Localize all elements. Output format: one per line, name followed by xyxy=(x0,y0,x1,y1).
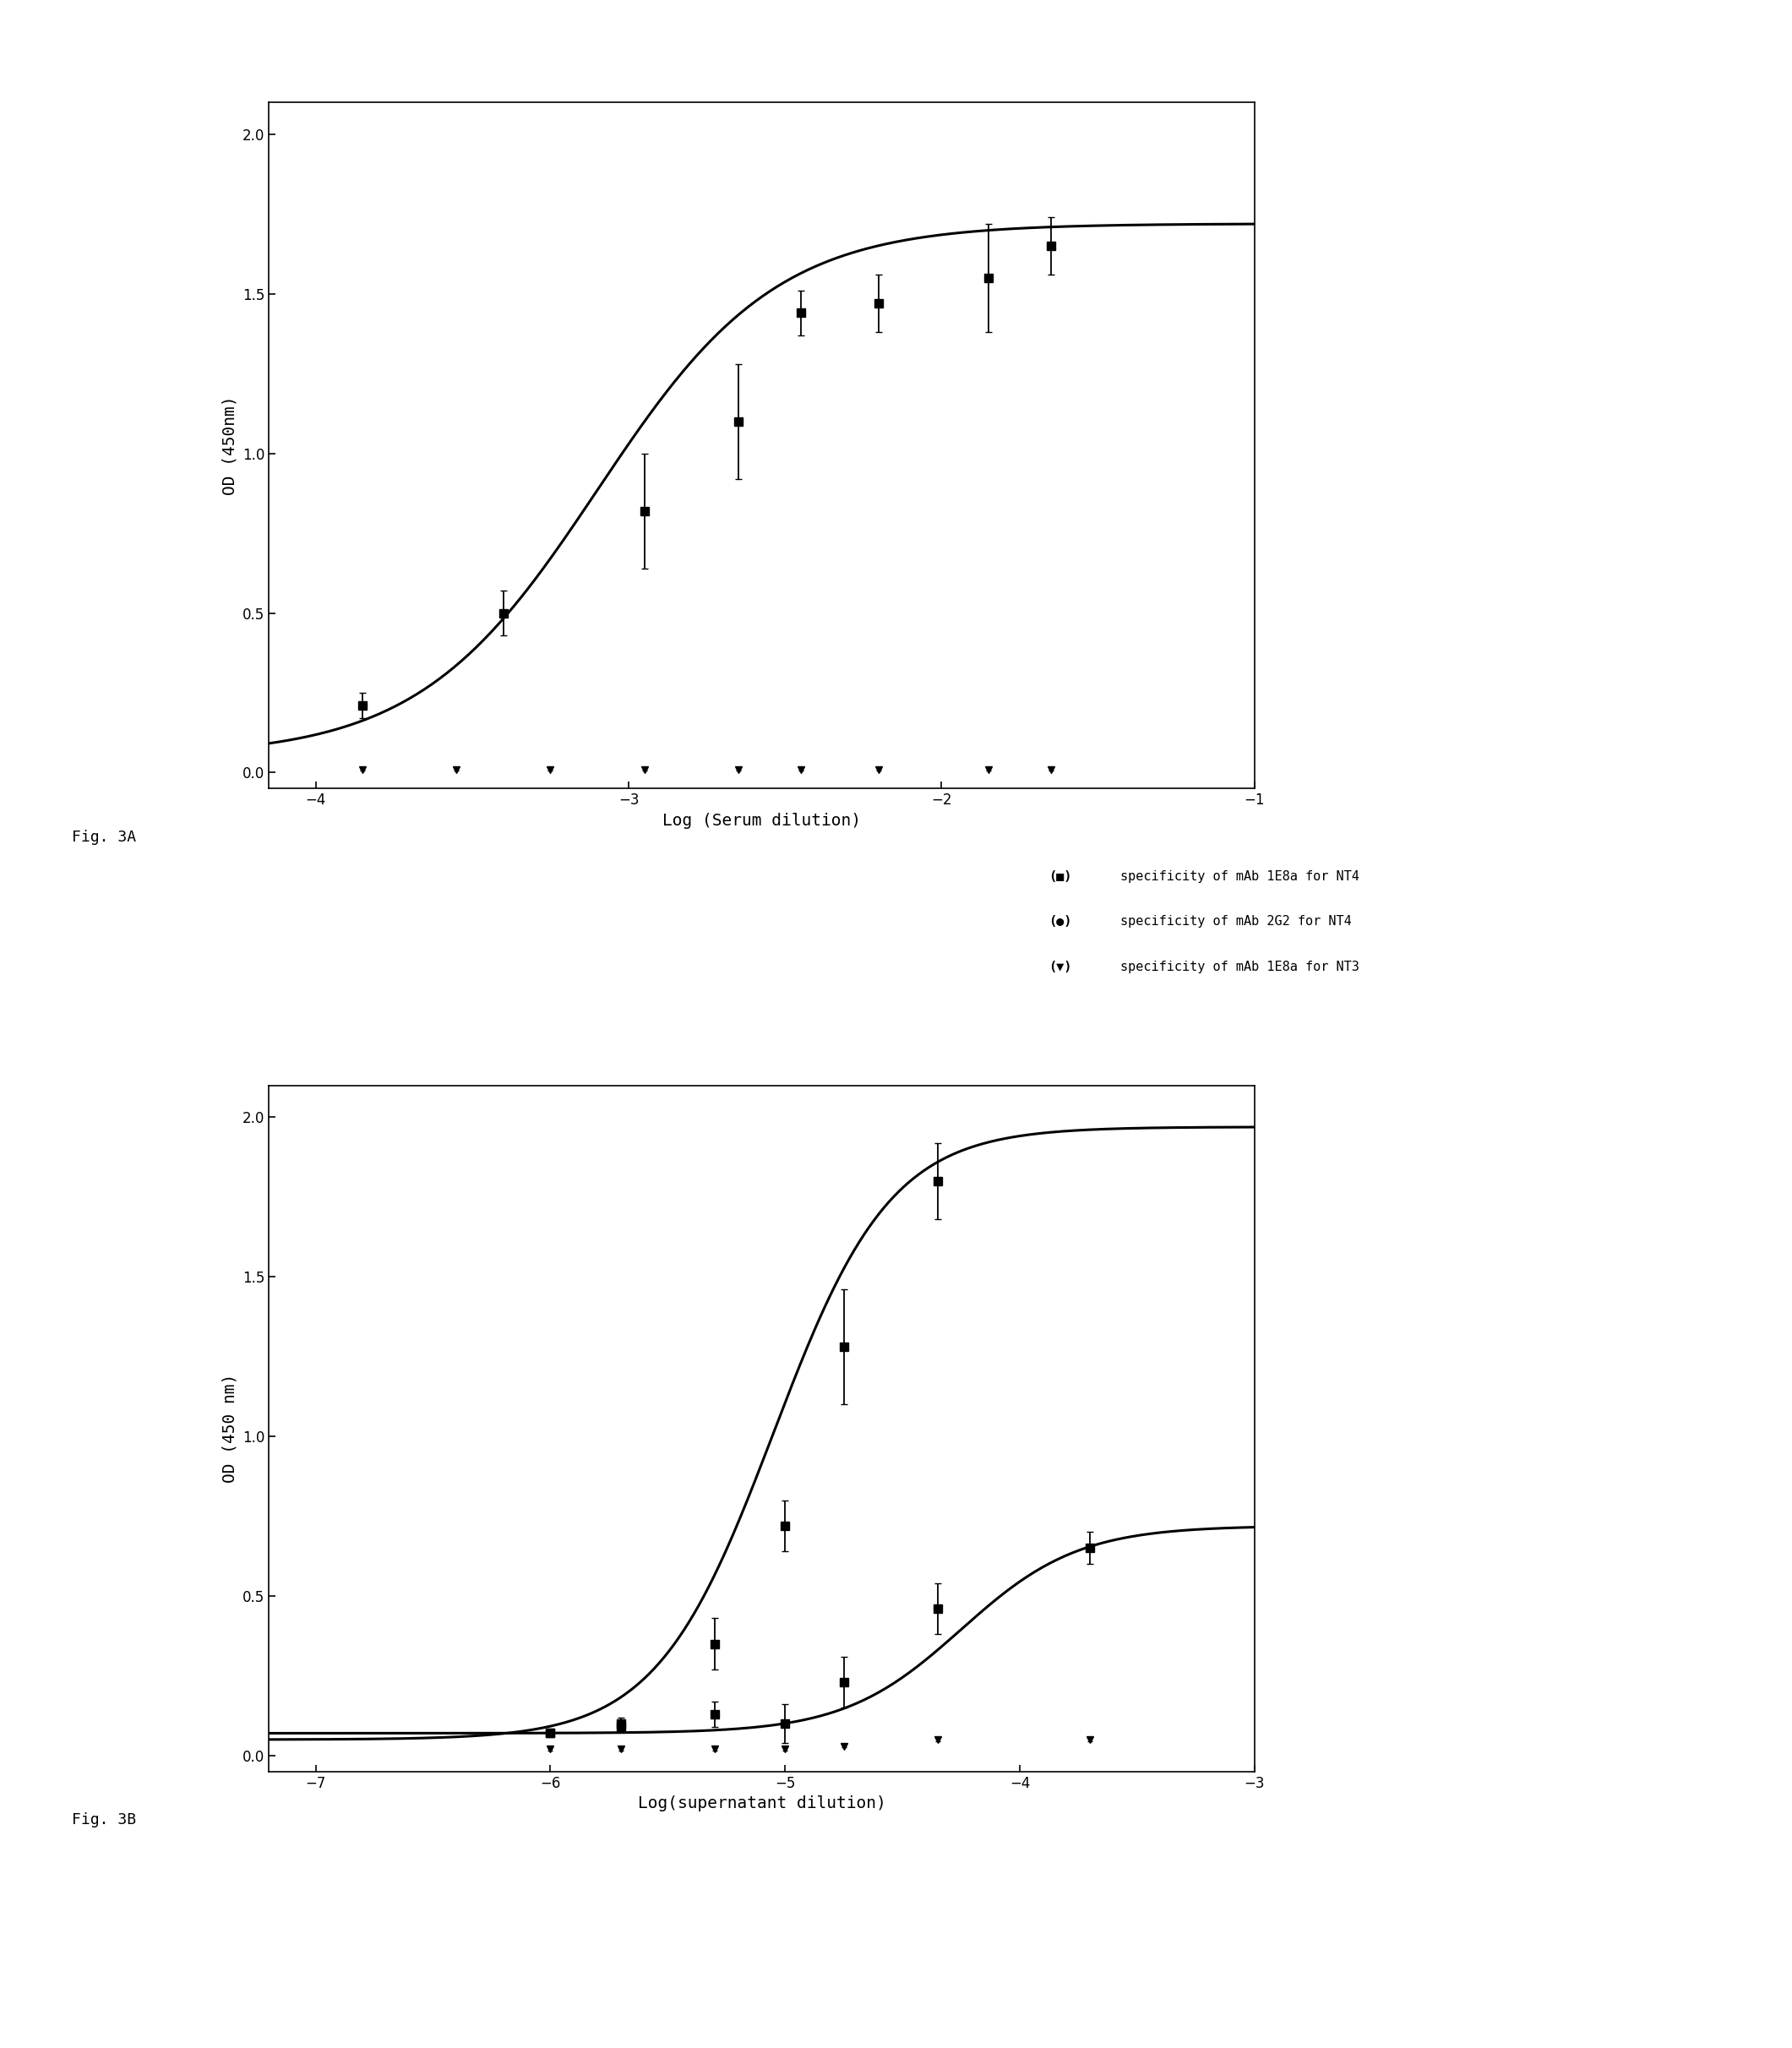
Text: specificity of mAb 1E8a for NT3: specificity of mAb 1E8a for NT3 xyxy=(1120,961,1358,973)
Text: (■): (■) xyxy=(1048,870,1072,883)
Y-axis label: OD (450nm): OD (450nm) xyxy=(222,395,238,496)
X-axis label: Log (Serum dilution): Log (Serum dilution) xyxy=(663,813,860,829)
Text: Fig. 3A: Fig. 3A xyxy=(72,829,136,844)
Text: specificity of mAb 1E8a for NT4: specificity of mAb 1E8a for NT4 xyxy=(1120,870,1358,883)
Text: specificity of mAb 2G2 for NT4: specificity of mAb 2G2 for NT4 xyxy=(1120,915,1351,928)
Text: (●): (●) xyxy=(1048,915,1072,928)
Text: (▼): (▼) xyxy=(1048,961,1072,973)
Text: Fig. 3B: Fig. 3B xyxy=(72,1812,136,1827)
X-axis label: Log(supernatant dilution): Log(supernatant dilution) xyxy=(638,1796,885,1812)
Y-axis label: OD (450 nm): OD (450 nm) xyxy=(222,1374,238,1483)
